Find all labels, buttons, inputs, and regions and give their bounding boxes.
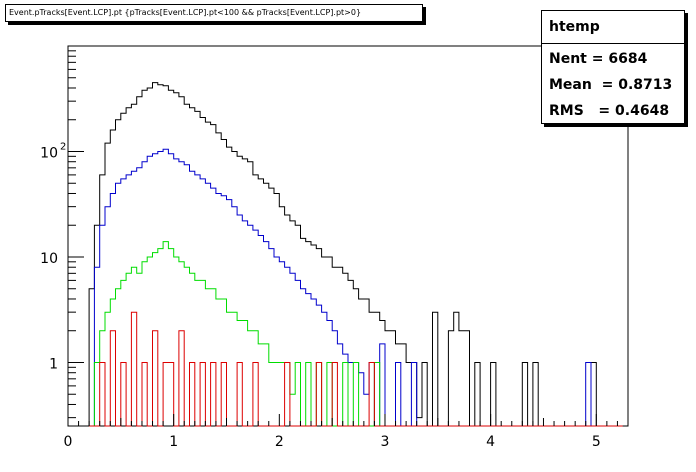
stats-rms: RMS = 0.4648 xyxy=(549,103,670,119)
x-tick-label: 3 xyxy=(381,434,390,450)
entries-label: Nent xyxy=(549,51,587,67)
mean-label: Mean xyxy=(549,77,592,93)
series-3-line xyxy=(89,311,623,427)
rms-label: RMS xyxy=(549,103,584,119)
x-tick-label: 4 xyxy=(486,434,495,450)
histogram-title: Event.pTracks[Event.LCP].pt {pTracks[Eve… xyxy=(5,4,423,22)
mean-value: 0.8713 xyxy=(618,77,673,93)
y-tick-label-exponent: 2 xyxy=(60,141,66,152)
stats-mean: Mean = 0.8713 xyxy=(549,77,673,93)
y-tick-label: 10 xyxy=(40,145,58,161)
stats-name: htemp xyxy=(549,19,600,35)
series-layer xyxy=(88,82,623,427)
stats-divider xyxy=(542,43,684,44)
x-tick-label: 0 xyxy=(64,434,73,450)
x-tick-label: 2 xyxy=(275,434,284,450)
x-tick-label: 1 xyxy=(169,434,178,450)
rms-value: 0.4648 xyxy=(615,103,670,119)
x-axis: 0 1 2 3 4 5 xyxy=(64,414,629,450)
stats-box: htemp Nent = 6684 Mean = 0.8713 RMS = 0.… xyxy=(541,10,685,124)
stats-entries: Nent = 6684 xyxy=(549,51,648,67)
x-tick-label: 5 xyxy=(592,434,601,450)
y-tick-label: 10 xyxy=(40,251,58,267)
y-tick-label: 1 xyxy=(49,356,58,372)
entries-value: 6684 xyxy=(608,51,648,67)
